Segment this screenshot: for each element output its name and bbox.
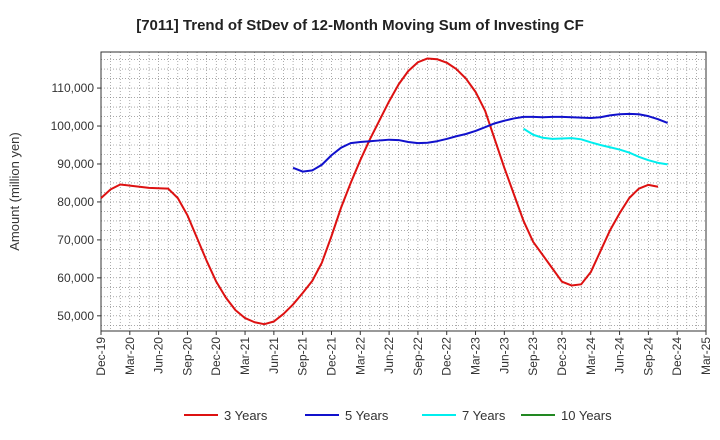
x-tick-label: Jun-24 — [613, 337, 627, 374]
y-tick-label: 50,000 — [57, 309, 94, 323]
y-axis-label: Amount (million yen) — [7, 132, 22, 251]
x-tick-label: Mar-25 — [699, 337, 713, 375]
x-tick-label: Mar-23 — [469, 337, 483, 375]
y-tick-label: 100,000 — [51, 119, 95, 133]
x-tick-label: Mar-24 — [584, 337, 598, 375]
plot-area: 50,000 60,000 70,000 80,000 90,000 100,000 110… — [51, 51, 713, 376]
x-tick-label: Mar-21 — [238, 337, 252, 375]
x-tick-label: Sep-21 — [296, 337, 310, 376]
plot-background — [101, 52, 706, 331]
x-tick-label: Jun-20 — [152, 337, 166, 374]
x-tick-label: Dec-21 — [324, 337, 338, 376]
x-tick-label: Dec-19 — [94, 337, 108, 376]
legend: 3 Years 5 Years 7 Years 10 Years — [184, 408, 612, 423]
series-line-5-years — [292, 112, 668, 173]
legend-label: 5 Years — [345, 408, 389, 423]
x-tick-label: Jun-23 — [497, 337, 511, 374]
x-tick-label: Dec-20 — [209, 337, 223, 376]
y-tick-label: 70,000 — [57, 233, 94, 247]
x-tick-label: Dec-24 — [670, 337, 684, 376]
x-tick-label: Dec-22 — [440, 337, 454, 376]
x-tick-label: Jun-22 — [382, 337, 396, 374]
y-tick-label: 110,000 — [52, 81, 95, 95]
plot-frame — [100, 51, 707, 332]
legend-label: 10 Years — [561, 408, 612, 423]
y-tick-label: 80,000 — [57, 195, 94, 209]
x-tick-label: Sep-23 — [526, 337, 540, 376]
x-tick-label: Mar-22 — [353, 337, 367, 375]
series-line-3-years — [100, 57, 659, 326]
y-tick-label: 90,000 — [57, 157, 94, 171]
x-tick-label: Sep-20 — [180, 337, 194, 376]
x-tick-label: Mar-20 — [123, 337, 137, 375]
legend-label: 3 Years — [224, 408, 268, 423]
legend-label: 7 Years — [462, 408, 506, 423]
x-tick-label: Sep-22 — [411, 337, 425, 376]
x-tick-label: Sep-24 — [641, 337, 655, 376]
y-tick-label: 60,000 — [57, 271, 94, 285]
x-tick-label: Jun-21 — [267, 337, 281, 374]
chart-title: [7011] Trend of StDev of 12-Month Moving… — [136, 17, 584, 34]
x-tick-label: Dec-23 — [555, 337, 569, 376]
series-line-7-years — [523, 127, 668, 166]
